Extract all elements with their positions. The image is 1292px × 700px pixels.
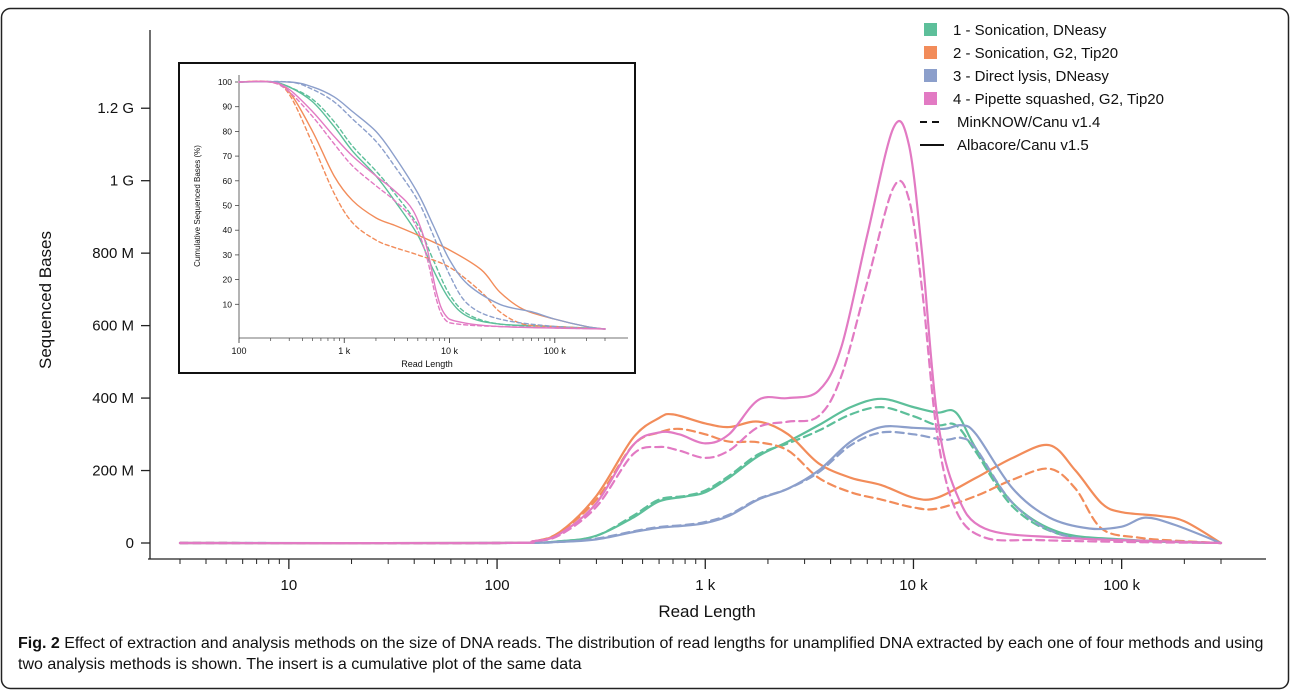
- main-series-2-dashed: [178, 427, 1223, 545]
- inset-series-3-dashed: [238, 80, 606, 330]
- inset-y-tick-label: 80: [223, 126, 233, 136]
- inset-series-2-solid: [238, 80, 606, 330]
- inset-series-4-dashed: [238, 80, 606, 330]
- inset-y-tick-label: 20: [223, 275, 233, 285]
- main-series-3-dashed: [178, 430, 1223, 545]
- inset-chart: 100 1 k 10 k 100 k 10 20 30 40 50 60 70 80 90 100 Re…: [178, 62, 636, 374]
- main-series-1-dashed: [178, 406, 1223, 545]
- main-series-1-solid: [178, 397, 1223, 545]
- main-x-tick-label: 100: [485, 577, 510, 594]
- inset-y-tick-label: 70: [223, 151, 233, 161]
- inset-y-tick-label: 60: [223, 176, 233, 186]
- legend-label: 3 - Direct lysis, DNeasy: [953, 68, 1109, 85]
- main-x-tick-label: 100 k: [1103, 577, 1140, 594]
- legend-item-1: 1 - Sonication, DNeasy: [924, 22, 1107, 39]
- inset-y-tick-label: 50: [223, 201, 233, 211]
- inset-y-tick-label: 10: [223, 299, 233, 309]
- legend-label: 1 - Sonication, DNeasy: [953, 22, 1107, 39]
- legend-swatch: [924, 46, 937, 59]
- inset-x-tick-label: 10 k: [441, 346, 459, 356]
- legend-item-5: MinKNOW/Canu v1.4: [920, 114, 1100, 131]
- main-y-tick-label: 0: [126, 535, 134, 552]
- main-y-axis-label: Sequenced Bases: [36, 231, 55, 369]
- figure-border: [0, 7, 1290, 690]
- inset-y-axis-label: Cumulative Sequenced Bases (%): [193, 145, 202, 267]
- main-y-tick-label: 1.2 G: [97, 100, 134, 117]
- legend-item-4: 4 - Pipette squashed, G2, Tip20: [924, 91, 1164, 108]
- main-series-2-solid: [178, 412, 1223, 545]
- legend-label: Albacore/Canu v1.5: [957, 137, 1089, 154]
- legend-label: 4 - Pipette squashed, G2, Tip20: [953, 91, 1164, 108]
- inset-x-ticks: 100 1 k 10 k 100 k: [231, 338, 606, 356]
- main-y-tick-label: 1 G: [110, 173, 134, 190]
- inset-series-2-dashed: [238, 80, 606, 330]
- main-x-tick-label: 10 k: [899, 577, 928, 594]
- main-x-ticks: 10 100 1 k 10 k 100 k: [179, 559, 1222, 594]
- legend-swatch: [924, 23, 937, 36]
- legend-swatch: [924, 92, 937, 105]
- inset-y-tick-label: 100: [218, 77, 232, 87]
- inset-y-tick-label: 90: [223, 102, 233, 112]
- caption-text: Effect of extraction and analysis method…: [18, 635, 1264, 673]
- caption-label: Fig. 2: [18, 635, 60, 652]
- main-series-4-dashed: [178, 179, 1223, 545]
- legend-label: MinKNOW/Canu v1.4: [957, 114, 1100, 131]
- main-x-tick-label: 10: [281, 577, 298, 594]
- legend-label: 2 - Sonication, G2, Tip20: [953, 45, 1118, 62]
- inset-y-tick-label: 30: [223, 250, 233, 260]
- inset-x-tick-label: 1 k: [338, 346, 351, 356]
- main-chart: 10 100 1 k 10 k 100 k 0 200 M 400 M 600 M 800 M 1…: [36, 30, 1266, 621]
- main-series: [178, 120, 1223, 545]
- main-y-tick-label: 200 M: [92, 463, 134, 480]
- legend-item-3: 3 - Direct lysis, DNeasy: [924, 68, 1109, 85]
- legend-item-6: Albacore/Canu v1.5: [920, 137, 1089, 154]
- inset-y-tick-label: 40: [223, 225, 233, 235]
- main-y-ticks: 0 200 M 400 M 600 M 800 M 1 G 1.2 G: [92, 100, 150, 552]
- main-y-tick-label: 800 M: [92, 245, 134, 262]
- inset-series-1-dashed: [238, 80, 606, 330]
- legend: 1 - Sonication, DNeasy 2 - Sonication, G2…: [920, 22, 1164, 154]
- main-x-axis-label: Read Length: [658, 602, 755, 621]
- legend-item-2: 2 - Sonication, G2, Tip20: [924, 45, 1118, 62]
- main-x-tick-label: 1 k: [695, 577, 716, 594]
- inset-x-tick-label: 100: [231, 346, 246, 356]
- inset-x-tick-label: 100 k: [544, 346, 567, 356]
- inset-y-ticks: 10 20 30 40 50 60 70 80 90 100: [218, 77, 239, 309]
- inset-x-axis-label: Read Length: [401, 359, 453, 369]
- main-y-tick-label: 600 M: [92, 318, 134, 335]
- legend-swatch: [924, 69, 937, 82]
- inset-series-3-solid: [238, 80, 606, 330]
- inset-series-4-solid: [238, 80, 606, 330]
- main-series-4-solid: [178, 120, 1223, 545]
- figure-caption: Fig. 2 Effect of extraction and analysis…: [18, 633, 1276, 675]
- main-y-tick-label: 400 M: [92, 390, 134, 407]
- inset-series: [238, 80, 606, 330]
